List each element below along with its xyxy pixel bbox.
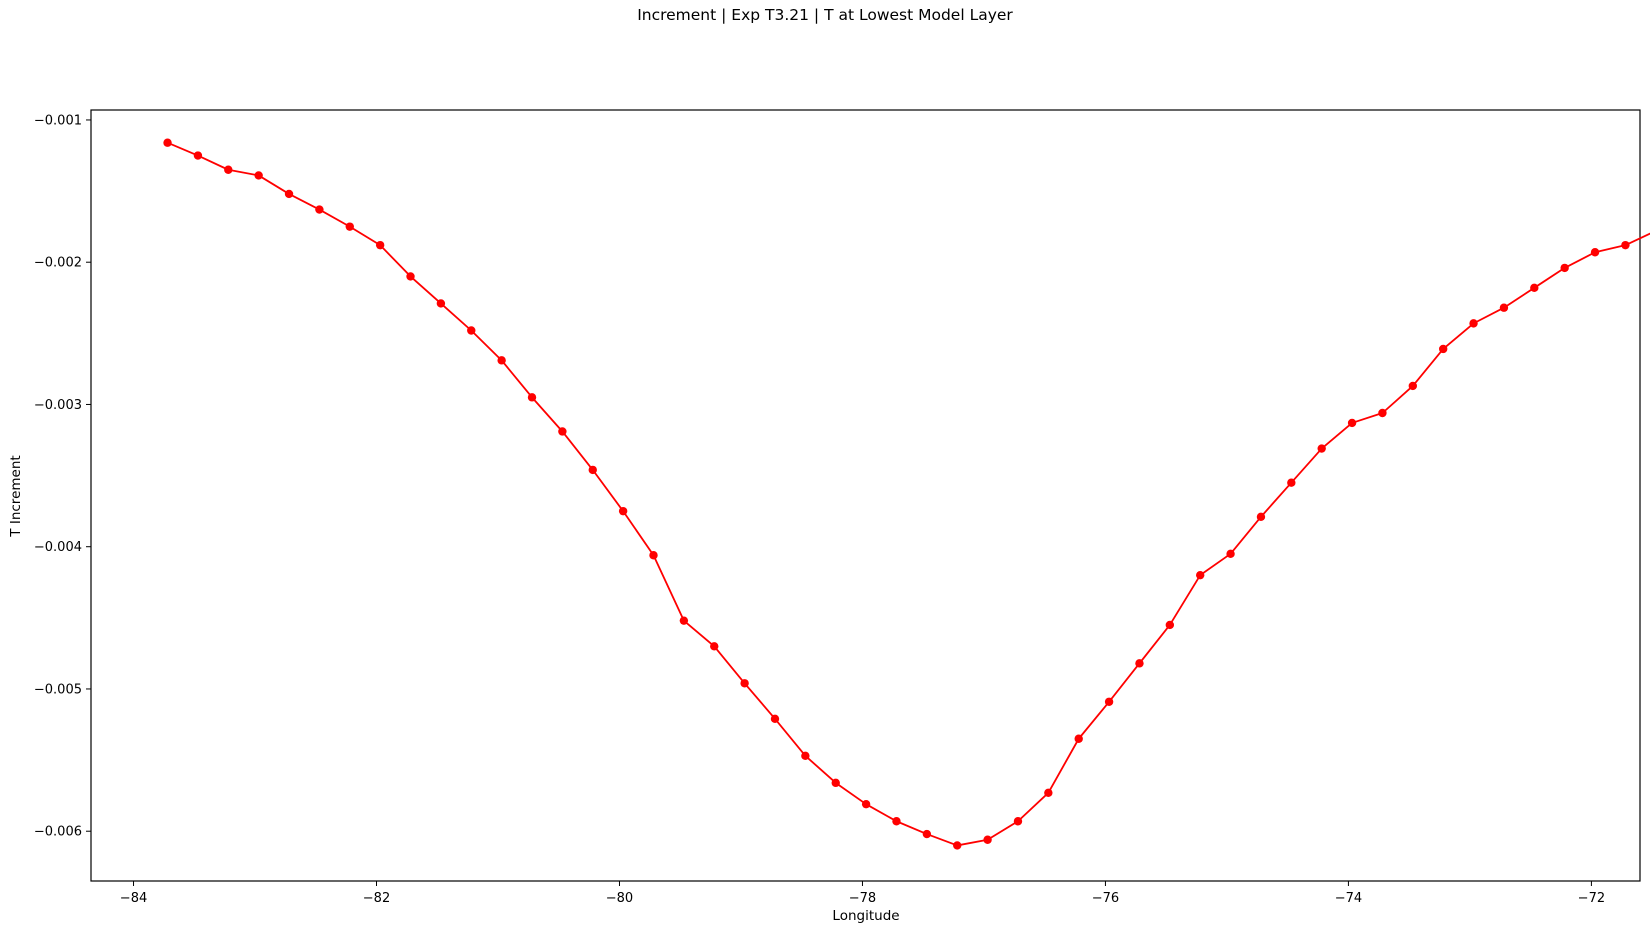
- data-point: [1044, 788, 1053, 798]
- data-point: [1530, 283, 1539, 293]
- data-point: [1013, 817, 1023, 826]
- x-tick-label: −82: [363, 891, 390, 906]
- y-tick-label: −0.001: [34, 113, 82, 128]
- data-point: [922, 829, 932, 839]
- data-point: [1317, 444, 1326, 453]
- y-tick-label: −0.003: [34, 398, 82, 413]
- data-point: [588, 465, 597, 475]
- x-tick-label: −80: [606, 891, 633, 906]
- x-tick-label: −78: [849, 891, 876, 906]
- data-point: [375, 240, 385, 250]
- y-tick-label: −0.006: [34, 825, 82, 840]
- plot-area-frame: [90, 109, 1641, 882]
- data-point: [1560, 263, 1569, 273]
- data-point: [315, 205, 324, 214]
- data-point: [649, 551, 658, 560]
- y-tick-label: −0.004: [34, 540, 82, 555]
- data-point: [193, 151, 203, 160]
- data-point: [1469, 319, 1478, 328]
- data-point: [1347, 418, 1357, 428]
- data-point: [679, 616, 689, 625]
- chart-title: Increment | Exp T3.21 | T at Lowest Mode…: [637, 6, 1013, 24]
- y-axis-label: T Increment: [8, 455, 24, 537]
- data-point: [1408, 381, 1418, 391]
- x-tick-label: −84: [120, 891, 147, 906]
- data-point: [284, 189, 294, 199]
- data-point: [406, 272, 415, 281]
- x-tick-label: −72: [1578, 891, 1605, 906]
- data-point: [1196, 570, 1205, 580]
- data-point: [953, 841, 962, 850]
- data-point: [1135, 659, 1144, 668]
- x-tick-label: −74: [1335, 891, 1362, 906]
- data-point: [1590, 248, 1600, 257]
- data-point: [1165, 620, 1175, 630]
- data-point: [558, 427, 567, 436]
- y-axis: −0.001 −0.002 −0.003 −0.004 −0.005 −0.006: [34, 113, 91, 840]
- x-axis: −84 −82 −80 −78 −76 −74 −72: [120, 881, 1605, 906]
- data-point: [740, 679, 749, 688]
- data-point: [1256, 512, 1266, 522]
- data-point: [983, 835, 992, 844]
- data-point: [801, 751, 810, 761]
- data-point: [770, 714, 780, 724]
- data-point: [497, 356, 506, 365]
- data-point: [1378, 408, 1387, 418]
- data-point: [710, 642, 719, 651]
- data-point: [1104, 697, 1114, 706]
- data-point: [892, 817, 901, 826]
- data-point: [831, 778, 840, 788]
- series-line: [167, 141, 1650, 847]
- x-tick-label: −76: [1092, 891, 1119, 906]
- data-point: [861, 799, 871, 809]
- y-tick-label: −0.005: [34, 682, 82, 697]
- data-point: [224, 165, 233, 174]
- data-point: [1438, 344, 1448, 354]
- data-point: [254, 171, 263, 180]
- data-point: [345, 222, 354, 231]
- data-point: [1074, 734, 1083, 743]
- data-point: [467, 326, 476, 335]
- data-point: [1287, 478, 1296, 487]
- data-point: [1499, 303, 1509, 312]
- data-point: [163, 138, 172, 147]
- series-layer: [163, 138, 1650, 850]
- data-point: [1226, 549, 1235, 559]
- data-point: [436, 299, 446, 308]
- data-point: [618, 506, 628, 516]
- data-point: [527, 393, 537, 402]
- data-point: [1621, 240, 1630, 250]
- y-tick-label: −0.002: [34, 256, 82, 271]
- x-axis-label: Longitude: [832, 908, 899, 924]
